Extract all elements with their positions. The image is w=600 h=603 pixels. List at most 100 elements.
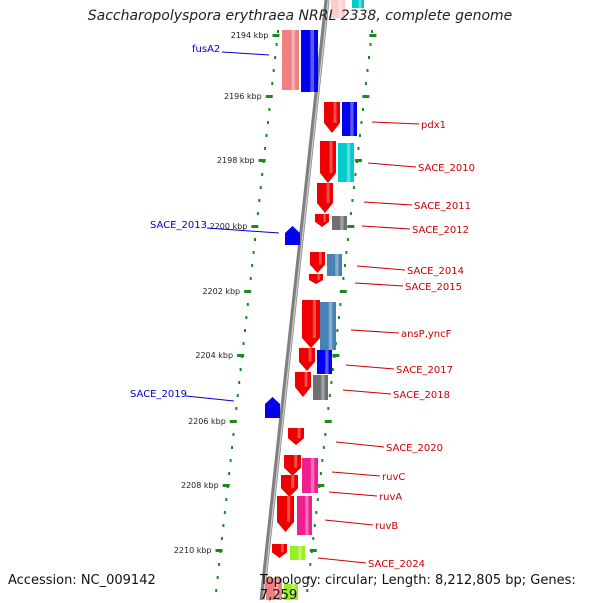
gene-sace2024-arrow [272, 544, 287, 558]
left-dot [254, 238, 257, 241]
gene-ruvc-arrow [284, 455, 301, 476]
leader-line [367, 162, 417, 168]
right-dot [357, 147, 360, 150]
right-dot [342, 277, 345, 280]
right-dot [315, 511, 318, 514]
left-dot [229, 459, 232, 462]
gene-label-right: ruvA [379, 492, 402, 503]
right-dot [336, 329, 339, 332]
tick-label: 2202 kbp [202, 287, 240, 296]
leader-line [354, 282, 404, 287]
left-dot [256, 212, 259, 215]
tick-label: 2204 kbp [195, 351, 233, 360]
gene-label-left: fusA2 [192, 44, 220, 55]
leader-line [185, 395, 235, 402]
right-dot [324, 433, 327, 436]
tick-mark-right [347, 225, 355, 228]
leader-line [328, 491, 378, 497]
right-dot [309, 563, 312, 566]
tick-mark [215, 549, 223, 552]
gene-features [265, 0, 364, 600]
gene-block-pink [282, 30, 299, 90]
gene-sace2019-arrow [265, 397, 280, 418]
tick-mark [272, 34, 280, 37]
right-dot [354, 173, 357, 176]
tick-label: 2196 kbp [224, 92, 262, 101]
right-dot [307, 576, 310, 579]
left-dot [218, 563, 221, 566]
right-dot [351, 199, 354, 202]
gene-label-right: SACE_2024 [368, 559, 425, 570]
tick-mark-right [339, 290, 347, 293]
tick-mark [229, 420, 237, 423]
gene-label-right: SACE_2018 [393, 390, 450, 401]
gene-sace2014-block [327, 254, 342, 276]
gene-sace2017-block [317, 350, 332, 374]
tick-mark-right [309, 549, 317, 552]
left-dot [275, 43, 278, 46]
left-dot [277, 30, 279, 33]
right-dot [339, 303, 342, 306]
left-dot [266, 121, 269, 124]
tick-label: 2206 kbp [188, 417, 226, 426]
left-dot [258, 199, 261, 202]
right-dot [361, 108, 364, 111]
tick-mark [244, 290, 252, 293]
gene-sace2014-arrow [310, 252, 325, 273]
right-dot [367, 56, 370, 59]
right-dot [343, 264, 346, 267]
tick-mark [258, 159, 266, 162]
gene-sace2013-arrow [285, 226, 300, 245]
gene-ansp-arrow [302, 300, 320, 348]
leader-line [317, 557, 367, 564]
left-dot [223, 511, 226, 514]
right-dot [369, 43, 372, 46]
tick-mark-right [332, 354, 340, 357]
leader-line [206, 227, 280, 234]
gene-ruvc-block [302, 458, 318, 493]
left-dot [239, 368, 242, 371]
right-dot [316, 498, 319, 501]
gene-label-right: SACE_2012 [412, 225, 469, 236]
tick-label: 2194 kbp [231, 31, 269, 40]
leader-line [342, 389, 392, 395]
left-dot [236, 394, 239, 397]
tick-mark [265, 95, 273, 98]
gene-label-right: SACE_2017 [396, 365, 453, 376]
tick-label: 2200 kbp [210, 222, 248, 231]
left-dot [215, 589, 218, 592]
gene-sace2010-block [338, 143, 354, 182]
right-dot [327, 407, 330, 410]
gene-label-right: SACE_2015 [405, 282, 462, 293]
tick-mark-right [369, 34, 377, 37]
left-dot [265, 134, 268, 137]
gene-label-right: pdx1 [421, 120, 446, 131]
gene-label-right: ansP,yncF [401, 329, 452, 340]
gene-ruvb-block [297, 496, 312, 535]
left-dot [242, 342, 245, 345]
tick-label: 2210 kbp [174, 546, 212, 555]
tick-mark-right [354, 159, 362, 162]
left-dot [245, 316, 248, 319]
left-dot [249, 277, 252, 280]
right-dot [366, 69, 369, 72]
leader-line [363, 201, 413, 206]
right-dot [345, 251, 348, 254]
right-dot [358, 134, 361, 137]
left-dot [232, 433, 235, 436]
right-dot [322, 446, 325, 449]
left-dot [235, 407, 238, 410]
right-dot [352, 186, 355, 189]
right-dot [349, 212, 352, 215]
left-dot [246, 303, 249, 306]
genome-backbone [259, 0, 330, 600]
left-dot [228, 472, 231, 475]
leader-line [345, 364, 395, 370]
gene-label-right: ruvB [375, 521, 398, 532]
tick-label: 2208 kbp [181, 481, 219, 490]
right-dot [331, 368, 334, 371]
right-dot [330, 381, 333, 384]
right-dot [346, 238, 349, 241]
tick-mark [251, 225, 259, 228]
